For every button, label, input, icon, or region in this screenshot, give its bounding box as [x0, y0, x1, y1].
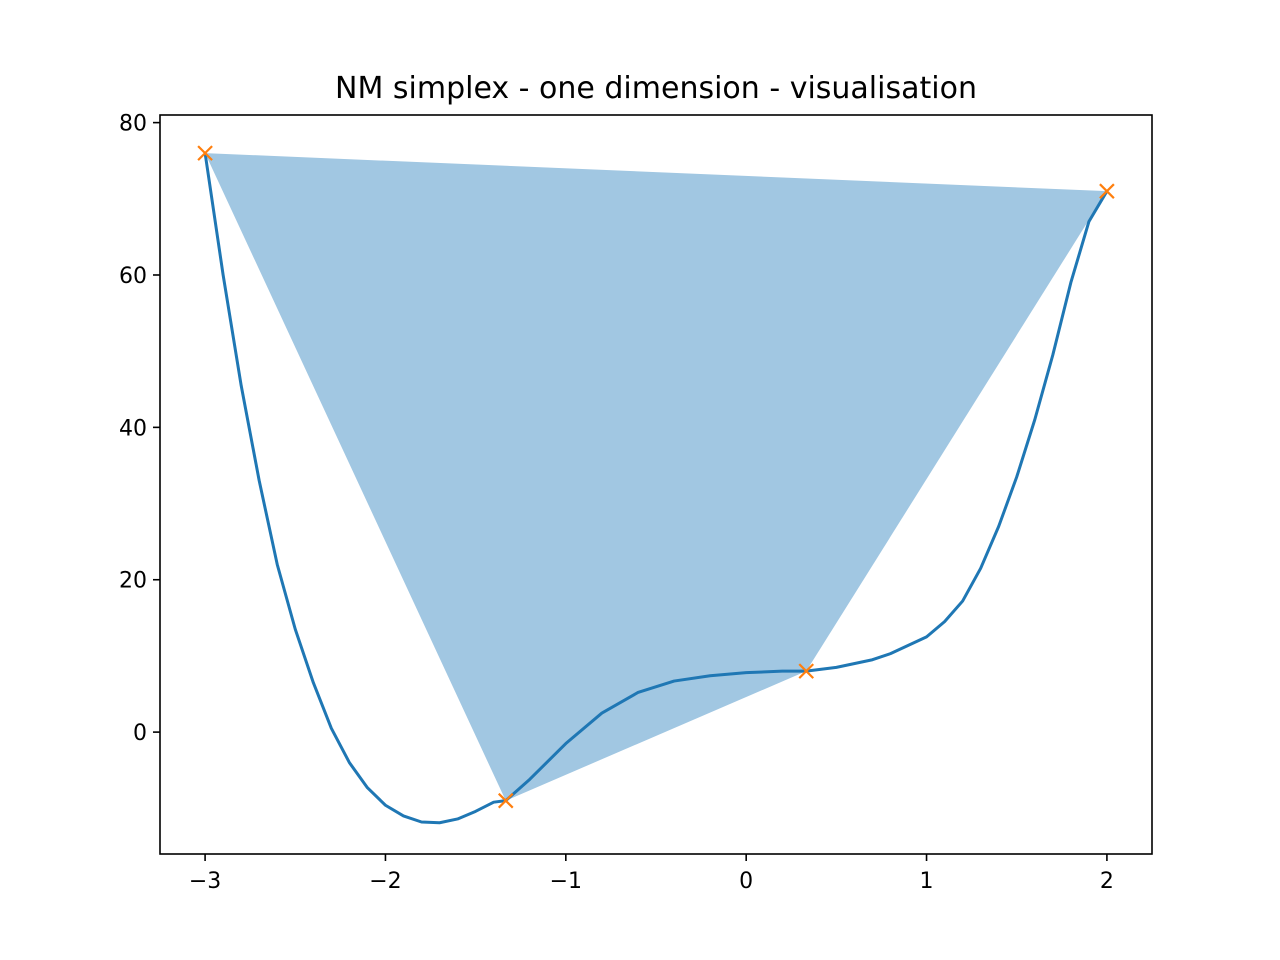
function-curve-0 [203, 152, 1109, 825]
y-tick-label: 0 [133, 721, 147, 746]
x-tick-label: 2 [1100, 869, 1114, 894]
simplex-polygon [205, 153, 1107, 801]
y-tick-label: 60 [119, 264, 147, 289]
x-tick-label: 0 [739, 869, 753, 894]
plot-area [197, 145, 1115, 825]
chart-title: NM simplex - one dimension - visualisati… [335, 71, 977, 106]
x-tick-label: 1 [920, 869, 934, 894]
axes-frame [159, 114, 1153, 855]
x-tick-label: −3 [189, 869, 221, 894]
y-tick-label: 40 [119, 416, 147, 441]
y-tick-label: 20 [119, 569, 147, 594]
x-tick-label: −2 [369, 869, 401, 894]
simplex-vertex-marker [497, 792, 514, 809]
x-tick-label: −1 [550, 869, 582, 894]
simplex-vertex-marker [798, 663, 815, 679]
simplex-vertex-marker [1099, 183, 1115, 199]
y-tick-label: 80 [119, 112, 147, 137]
simplex-vertex-marker [197, 145, 213, 161]
